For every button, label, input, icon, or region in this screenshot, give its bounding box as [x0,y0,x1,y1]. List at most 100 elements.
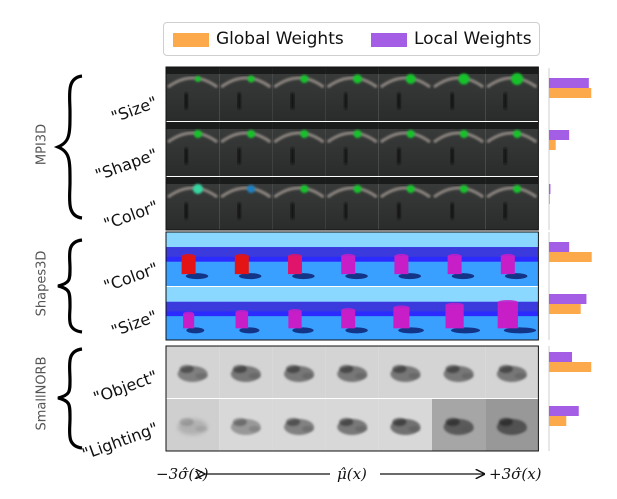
smallnorb-cell [485,346,539,398]
mpi3d-object [405,74,416,84]
bar-global [549,194,550,204]
axis-label-left: −3σ̂(x) [156,465,209,483]
mpi3d-cell [485,67,539,121]
mpi3d-cell [485,177,539,230]
bar-global [549,88,592,98]
bar-global [549,362,592,372]
mpi3d-object [513,130,522,138]
smallnorb-cell [166,399,220,451]
shapes3d-object [341,256,356,275]
shapes3d-object [500,256,515,275]
brace-smallnorb [57,347,83,450]
axis-label-right: +3σ̂(x) [489,465,542,483]
shapes3d-cell [234,253,262,280]
brace-mpi3d [53,74,83,220]
shapes3d-object [393,307,410,329]
shapes3d-object [447,256,462,275]
shapes3d-object [497,302,518,329]
shapes3d-cell [341,253,368,280]
shapes3d-object [235,312,249,329]
axis-label-center: μ̂(x) [337,465,367,483]
mpi3d-cell [166,177,220,230]
mpi3d-object [300,130,309,138]
mpi3d-object [459,185,468,193]
shapes3d-cell [445,302,481,334]
mpi3d-object [458,73,470,85]
mpi3d-cell [378,177,432,230]
mpi3d-object [247,185,256,193]
mpi3d-object [192,184,203,194]
mpi3d-cell [325,177,379,230]
mpi3d-object [406,185,415,193]
shapes3d-cell [497,300,537,334]
shapes3d-cell [181,253,209,280]
smallnorb-cell [272,399,326,451]
legend-label-local: Local Weights [414,29,532,49]
bar-local [549,406,579,416]
mpi3d-cell [219,177,273,230]
bar-global [549,140,556,150]
mpi3d-object [300,185,309,193]
shapes3d-cell [288,309,314,334]
shapes3d-object [445,304,464,329]
shapes3d-cell [341,308,368,334]
panel-shapes3d [165,231,539,341]
mpi3d-object [300,75,309,83]
legend-swatch-local [371,33,407,47]
smallnorb-cell [325,346,379,398]
mpi3d-object [353,185,362,193]
smallnorb-cell [325,399,379,451]
mpi3d-object [194,76,201,82]
mpi3d-object [247,75,255,83]
smallnorb-cell [432,399,486,451]
shapes3d-cell [447,253,475,280]
bar-global [549,416,567,426]
bar-local [549,130,570,140]
mpi3d-object [353,74,363,84]
mpi3d-object [353,130,362,138]
shapes3d-object [288,311,302,329]
smallnorb-cell [272,346,326,398]
mpi3d-cell [272,67,326,121]
mpi3d-object [459,130,468,138]
legend: Global Weights Local Weights [163,22,540,56]
shapes3d-object [181,256,196,275]
mpi3d-object [193,130,202,138]
panel-mpi3d [165,66,539,231]
smallnorb-cell [378,399,432,451]
bar-local [549,78,589,88]
mpi3d-object [513,185,522,193]
mpi3d-cell [432,177,486,230]
smallnorb-cell [219,399,273,451]
bar-global [549,252,592,262]
mpi3d-cell [378,67,432,121]
shapes3d-object [341,310,356,329]
shapes3d-cell [183,311,205,334]
mpi3d-cell [378,122,432,176]
shapes3d-cell [500,253,528,280]
shapes3d-object [394,256,409,275]
smallnorb-cell [485,399,539,451]
mpi3d-object [511,73,524,85]
brace-shapes3d [57,238,83,334]
bar-local [549,184,551,194]
shapes3d-cell [393,305,424,334]
weight-bars [548,68,592,451]
mpi3d-cell [219,122,273,176]
mpi3d-cell [485,122,539,176]
mpi3d-cell [272,177,326,230]
mpi3d-cell [166,122,220,176]
smallnorb-cell [378,346,432,398]
mpi3d-object [406,130,415,138]
mpi3d-cell [272,122,326,176]
shapes3d-cell [288,253,315,280]
shapes3d-cell [235,309,260,334]
legend-swatch-global [173,33,209,47]
panel-smallnorb [165,345,539,452]
bar-local [549,242,570,252]
shapes3d-object [288,256,302,275]
bar-local [549,352,573,362]
shapes3d-object [183,313,195,329]
legend-label-global: Global Weights [216,29,344,49]
